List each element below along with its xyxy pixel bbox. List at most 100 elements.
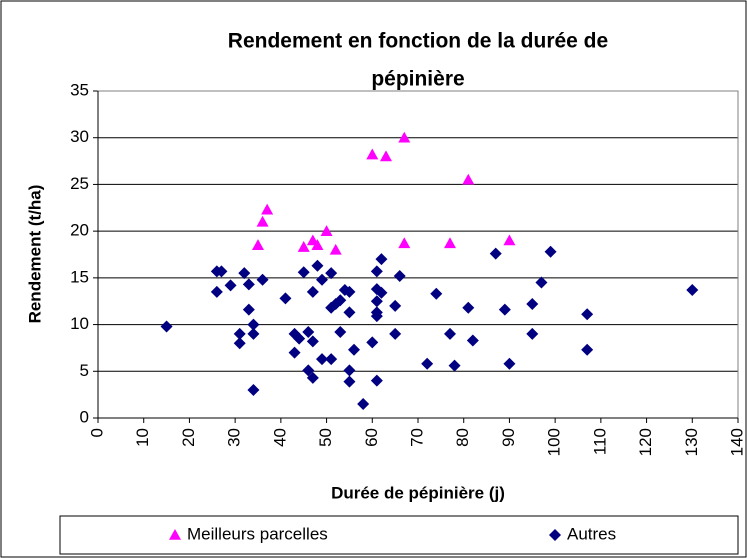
point bbox=[375, 253, 388, 266]
point bbox=[686, 284, 699, 297]
point bbox=[398, 131, 411, 143]
point bbox=[581, 343, 594, 356]
point bbox=[444, 237, 456, 249]
chart-title: Rendement en fonction de la durée de bbox=[228, 30, 608, 53]
x-tick-label: 90 bbox=[499, 428, 518, 447]
point bbox=[343, 285, 356, 298]
point bbox=[302, 326, 315, 339]
y-tick-label: 30 bbox=[70, 127, 89, 146]
point bbox=[444, 327, 456, 340]
point bbox=[247, 318, 260, 331]
point bbox=[544, 245, 557, 258]
point bbox=[293, 332, 306, 345]
point bbox=[215, 265, 228, 278]
y-tick-label: 15 bbox=[70, 267, 89, 286]
y-tick-label: 0 bbox=[80, 407, 89, 426]
point bbox=[462, 301, 475, 314]
x-tick-label: 10 bbox=[133, 428, 152, 447]
point bbox=[343, 364, 356, 377]
point bbox=[247, 327, 260, 340]
point bbox=[357, 397, 370, 410]
point bbox=[498, 303, 511, 316]
point bbox=[306, 335, 319, 348]
point bbox=[316, 273, 328, 286]
point bbox=[462, 173, 475, 185]
point bbox=[224, 279, 237, 292]
point bbox=[370, 265, 383, 278]
point bbox=[526, 298, 539, 311]
point bbox=[393, 269, 406, 282]
point bbox=[311, 239, 324, 250]
y-axis-title: Rendement (t/ha) bbox=[25, 185, 44, 324]
point bbox=[261, 203, 274, 215]
x-tick-label: 20 bbox=[179, 428, 198, 447]
point bbox=[489, 247, 502, 260]
point bbox=[343, 306, 356, 319]
point bbox=[210, 285, 223, 298]
point bbox=[343, 375, 356, 388]
point bbox=[389, 327, 402, 340]
point bbox=[535, 276, 548, 289]
point bbox=[252, 239, 264, 250]
point bbox=[334, 294, 347, 307]
chart-title: pépinière bbox=[371, 68, 464, 91]
x-tick-label: 140 bbox=[727, 428, 746, 456]
legend-box bbox=[59, 515, 739, 555]
point bbox=[389, 299, 402, 312]
point bbox=[329, 243, 342, 255]
point bbox=[370, 374, 383, 387]
point bbox=[297, 266, 310, 279]
x-tick-label: 30 bbox=[225, 428, 244, 447]
point bbox=[311, 259, 324, 272]
point bbox=[581, 308, 594, 321]
point bbox=[242, 278, 255, 291]
point bbox=[238, 267, 251, 280]
point bbox=[325, 267, 338, 280]
point bbox=[466, 334, 479, 347]
point bbox=[233, 327, 246, 340]
legend-label: Autres bbox=[567, 524, 616, 543]
y-tick-label: 10 bbox=[70, 314, 89, 333]
point bbox=[279, 292, 292, 305]
x-tick-label: 40 bbox=[270, 428, 289, 447]
point bbox=[448, 359, 461, 372]
x-tick-label: 0 bbox=[87, 428, 106, 437]
legend-label: Meilleurs parcelles bbox=[187, 524, 328, 543]
point bbox=[306, 285, 319, 298]
point bbox=[503, 357, 516, 370]
y-tick-label: 35 bbox=[70, 80, 89, 99]
point bbox=[256, 273, 269, 286]
x-tick-label: 60 bbox=[362, 428, 381, 447]
point bbox=[160, 320, 173, 333]
y-tick-label: 20 bbox=[70, 221, 89, 240]
point bbox=[288, 346, 301, 359]
y-tick-label: 25 bbox=[70, 174, 89, 193]
point bbox=[366, 336, 379, 349]
point bbox=[526, 327, 539, 340]
point bbox=[375, 286, 388, 299]
point bbox=[348, 343, 360, 356]
point bbox=[256, 215, 269, 227]
point bbox=[302, 364, 315, 377]
x-tick-label: 80 bbox=[453, 428, 472, 447]
x-tick-label: 110 bbox=[590, 428, 609, 455]
point bbox=[247, 383, 260, 396]
point bbox=[380, 150, 392, 162]
point bbox=[242, 303, 255, 316]
point bbox=[398, 237, 411, 249]
point bbox=[421, 357, 434, 370]
x-tick-label: 120 bbox=[636, 428, 655, 456]
x-tick-label: 50 bbox=[316, 428, 335, 447]
point bbox=[334, 326, 347, 339]
point bbox=[430, 287, 443, 300]
point bbox=[306, 371, 319, 384]
point bbox=[370, 310, 383, 323]
point bbox=[320, 225, 333, 236]
point bbox=[366, 148, 379, 160]
point bbox=[316, 353, 328, 366]
point bbox=[370, 295, 383, 308]
legend-marker bbox=[549, 529, 561, 541]
point bbox=[503, 234, 516, 246]
